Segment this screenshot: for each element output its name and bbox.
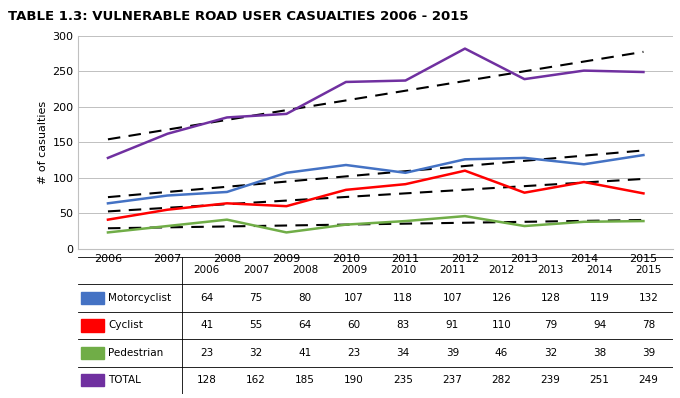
- Text: 2013: 2013: [537, 265, 564, 275]
- Text: 41: 41: [200, 320, 214, 330]
- Y-axis label: # of casualties: # of casualties: [38, 101, 48, 184]
- Text: 23: 23: [200, 348, 214, 358]
- Text: 282: 282: [492, 375, 511, 385]
- Bar: [82, 292, 104, 304]
- Bar: [82, 319, 104, 332]
- Text: Motorcyclist: Motorcyclist: [108, 293, 171, 303]
- Text: Pedestrian: Pedestrian: [108, 348, 164, 358]
- Text: 46: 46: [495, 348, 508, 358]
- Text: 107: 107: [443, 293, 462, 303]
- Text: 2012: 2012: [488, 265, 515, 275]
- Text: 39: 39: [445, 348, 459, 358]
- Text: TOTAL: TOTAL: [108, 375, 141, 385]
- Text: 132: 132: [639, 293, 659, 303]
- Text: 64: 64: [299, 320, 311, 330]
- Text: TABLE 1.3: VULNERABLE ROAD USER CASUALTIES 2006 - 2015: TABLE 1.3: VULNERABLE ROAD USER CASUALTI…: [8, 10, 469, 23]
- Text: 251: 251: [590, 375, 609, 385]
- Text: 2014: 2014: [586, 265, 613, 275]
- Text: 128: 128: [197, 375, 217, 385]
- Text: 110: 110: [492, 320, 511, 330]
- Text: 32: 32: [250, 348, 262, 358]
- Text: 2010: 2010: [390, 265, 416, 275]
- Text: 91: 91: [445, 320, 459, 330]
- Text: 60: 60: [347, 320, 360, 330]
- Text: Cyclist: Cyclist: [108, 320, 143, 330]
- Text: 2015: 2015: [636, 265, 662, 275]
- Text: 235: 235: [393, 375, 413, 385]
- Text: 32: 32: [544, 348, 557, 358]
- Text: 79: 79: [544, 320, 557, 330]
- Text: 2009: 2009: [341, 265, 367, 275]
- Text: 80: 80: [299, 293, 311, 303]
- Text: 119: 119: [590, 293, 609, 303]
- Text: 162: 162: [246, 375, 266, 385]
- Text: 83: 83: [396, 320, 410, 330]
- Text: 55: 55: [250, 320, 262, 330]
- Text: 249: 249: [639, 375, 659, 385]
- Text: 2006: 2006: [194, 265, 220, 275]
- Text: 190: 190: [344, 375, 364, 385]
- Text: 107: 107: [344, 293, 364, 303]
- Text: 38: 38: [593, 348, 606, 358]
- Bar: [82, 374, 104, 386]
- Text: 2011: 2011: [439, 265, 466, 275]
- Text: 118: 118: [393, 293, 413, 303]
- Text: 2008: 2008: [292, 265, 318, 275]
- Text: 78: 78: [642, 320, 656, 330]
- Text: 2007: 2007: [243, 265, 269, 275]
- Text: 94: 94: [593, 320, 606, 330]
- Text: 41: 41: [299, 348, 311, 358]
- Text: 126: 126: [492, 293, 511, 303]
- Text: 23: 23: [347, 348, 361, 358]
- Bar: [82, 347, 104, 359]
- Text: 39: 39: [642, 348, 656, 358]
- Text: 34: 34: [396, 348, 410, 358]
- Text: 64: 64: [200, 293, 214, 303]
- Text: 75: 75: [250, 293, 262, 303]
- Text: 185: 185: [295, 375, 315, 385]
- Text: 239: 239: [541, 375, 560, 385]
- Text: 128: 128: [541, 293, 560, 303]
- Text: 237: 237: [443, 375, 462, 385]
